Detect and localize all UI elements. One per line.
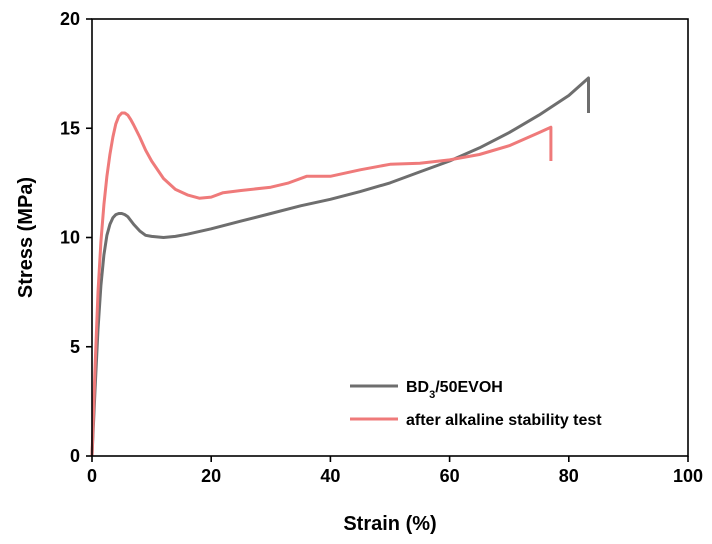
x-axis-title: Strain (%): [343, 513, 436, 535]
series-line-alkaline-test: [90, 111, 553, 457]
legend-label-alkaline-test: after alkaline stability test: [406, 412, 602, 429]
series-line-bd3-50evoh: [90, 76, 590, 457]
plot-frame: [91, 18, 689, 457]
x-tick-label: 60: [440, 466, 460, 486]
y-tick-label: 10: [60, 228, 80, 248]
legend-label-main: BD: [406, 379, 429, 396]
legend-label-rest: /50EVOH: [435, 379, 503, 396]
legend: BD3/50EVOH after alkaline stability test: [350, 379, 602, 429]
x-tick-label: 40: [320, 466, 340, 486]
plot-layer: [90, 76, 590, 457]
x-tick-label: 20: [201, 466, 221, 486]
y-axis-title: Stress (MPa): [15, 177, 37, 298]
y-tick-label: 15: [60, 118, 80, 138]
legend-label-bd3-50evoh: BD3/50EVOH: [406, 379, 503, 401]
y-tick-label: 5: [70, 337, 80, 357]
y-tick-label: 20: [60, 9, 80, 29]
legend-label-subscript: 3: [429, 389, 435, 401]
x-tick-label: 80: [559, 466, 579, 486]
x-tick-label: 0: [87, 466, 97, 486]
y-tick-label: 0: [70, 446, 80, 466]
ticks-layer: 0 20 40 60 80 100 0 5 10 15 20: [60, 9, 703, 486]
x-tick-label: 100: [673, 466, 703, 486]
